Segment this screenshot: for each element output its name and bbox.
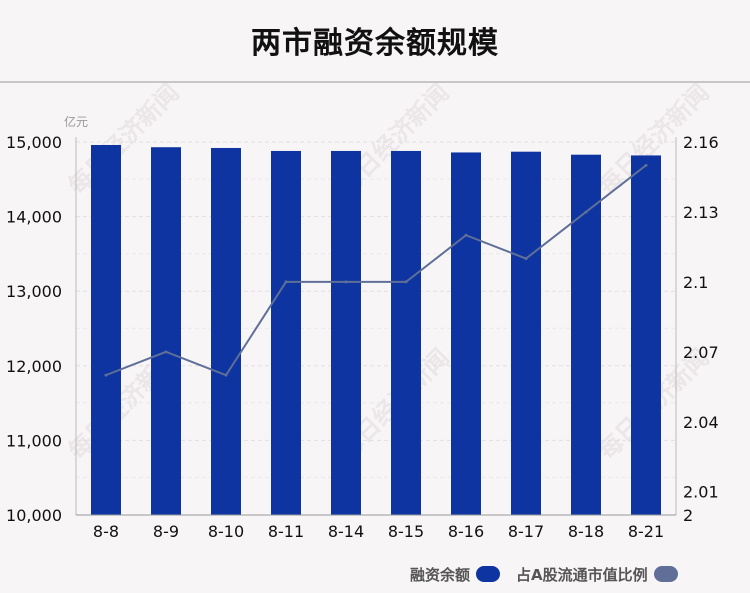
x-tick-label: 8-21 bbox=[628, 522, 664, 541]
legend-swatch-balance bbox=[476, 566, 501, 582]
ratio-point-8-21 bbox=[644, 163, 648, 167]
bar-8-10 bbox=[211, 147, 241, 515]
y-left-tick-label: 13,000 bbox=[6, 282, 62, 301]
title-divider bbox=[0, 81, 750, 83]
ratio-point-8-11 bbox=[284, 280, 288, 284]
bar-8-11 bbox=[271, 150, 301, 515]
x-tick-label: 8-15 bbox=[388, 522, 424, 541]
y-right-tick-label: 2.07 bbox=[683, 343, 719, 362]
legend-label-balance: 融资余额 bbox=[410, 565, 471, 584]
ratio-point-8-10 bbox=[224, 373, 228, 377]
x-tick-label: 8-14 bbox=[328, 522, 364, 541]
ratio-point-8-16 bbox=[464, 233, 468, 237]
y-left-tick-label: 14,000 bbox=[6, 208, 62, 227]
x-tick-label: 8-8 bbox=[93, 522, 119, 541]
ratio-point-8-18 bbox=[584, 210, 588, 214]
y-right-tick-label: 2.1 bbox=[683, 273, 708, 292]
ratio-point-8-14 bbox=[344, 280, 348, 284]
y-left-tick-label: 11,000 bbox=[6, 431, 62, 450]
x-tick-label: 8-18 bbox=[568, 522, 604, 541]
bar-8-16 bbox=[451, 152, 481, 515]
ratio-point-8-8 bbox=[104, 373, 108, 377]
y-right-tick-label: 2.04 bbox=[683, 413, 719, 432]
legend: 融资余额 占A股流通市值比例 bbox=[410, 563, 678, 585]
y-left-tick-label: 15,000 bbox=[6, 133, 62, 152]
bar-8-18 bbox=[571, 154, 601, 515]
x-tick-label: 8-16 bbox=[448, 522, 484, 541]
ratio-point-8-15 bbox=[404, 280, 408, 284]
x-tick-label: 8-17 bbox=[508, 522, 544, 541]
y-right-tick-label: 2.13 bbox=[683, 203, 719, 222]
y-right-tick-label: 2.16 bbox=[683, 133, 719, 152]
y-left-tick-label: 10,000 bbox=[6, 506, 62, 525]
y-right-tick-label: 2 bbox=[683, 506, 693, 525]
y-right-tick-label: 2.01 bbox=[683, 483, 719, 502]
bar-8-15 bbox=[391, 150, 421, 515]
legend-label-ratio: 占A股流通市值比例 bbox=[516, 565, 648, 584]
x-tick-label: 8-11 bbox=[268, 522, 304, 541]
x-tick-label: 8-9 bbox=[153, 522, 179, 541]
bar-8-9 bbox=[151, 147, 181, 516]
ratio-line bbox=[105, 164, 647, 377]
y-left-unit: 亿元 bbox=[64, 114, 88, 129]
legend-swatch-ratio bbox=[653, 566, 678, 582]
ratio-point-8-9 bbox=[164, 350, 168, 354]
chart-title: 两市融资余额规模 bbox=[251, 26, 499, 61]
bar-8-17 bbox=[511, 151, 541, 515]
y-left-tick-label: 12,000 bbox=[6, 357, 62, 376]
ratio-point-8-17 bbox=[524, 257, 528, 261]
bar-8-14 bbox=[331, 150, 361, 515]
bar-8-8 bbox=[91, 144, 121, 515]
x-tick-label: 8-10 bbox=[208, 522, 244, 541]
bar-8-21 bbox=[631, 155, 661, 516]
